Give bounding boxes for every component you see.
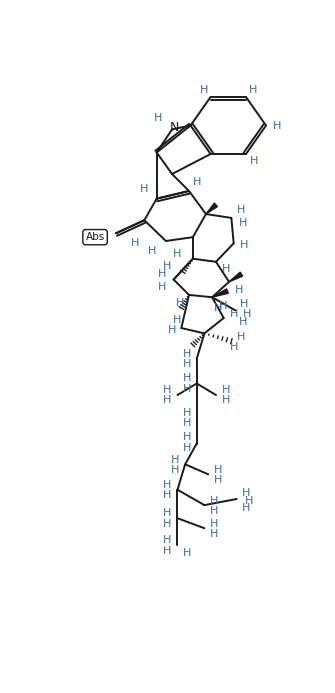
Text: H: H bbox=[242, 488, 250, 498]
Text: H: H bbox=[222, 396, 230, 405]
Text: H: H bbox=[242, 503, 250, 514]
Text: H: H bbox=[214, 465, 222, 475]
Text: H: H bbox=[158, 282, 166, 292]
Text: H: H bbox=[222, 265, 230, 274]
Text: H: H bbox=[222, 385, 230, 394]
Text: H: H bbox=[209, 505, 218, 516]
Text: H: H bbox=[148, 246, 156, 256]
Text: H: H bbox=[229, 342, 238, 351]
Text: H: H bbox=[209, 518, 218, 529]
Text: H: H bbox=[163, 385, 172, 394]
Text: H: H bbox=[219, 301, 227, 311]
Text: H: H bbox=[163, 518, 172, 529]
Text: H: H bbox=[183, 419, 192, 428]
Text: H: H bbox=[163, 545, 172, 556]
Text: H: H bbox=[140, 184, 148, 193]
Text: H: H bbox=[183, 432, 192, 442]
Text: H: H bbox=[193, 177, 201, 186]
Text: H: H bbox=[131, 238, 139, 248]
Text: H: H bbox=[183, 349, 192, 359]
Text: Abs: Abs bbox=[85, 232, 105, 242]
Text: H: H bbox=[240, 299, 249, 309]
Text: H: H bbox=[183, 384, 192, 394]
Text: H: H bbox=[249, 85, 257, 95]
Text: H: H bbox=[235, 285, 243, 295]
Text: H: H bbox=[239, 218, 247, 228]
Text: H: H bbox=[183, 548, 192, 558]
Polygon shape bbox=[206, 203, 217, 214]
Text: H: H bbox=[183, 359, 192, 369]
Text: H: H bbox=[243, 309, 251, 319]
Text: H: H bbox=[214, 475, 222, 484]
Text: H: H bbox=[209, 529, 218, 538]
Text: H: H bbox=[168, 324, 176, 335]
Text: H: H bbox=[183, 407, 192, 418]
Text: H: H bbox=[240, 240, 249, 250]
Text: H: H bbox=[163, 490, 172, 500]
Text: H: H bbox=[171, 455, 179, 466]
Text: H: H bbox=[273, 121, 281, 130]
Text: H: H bbox=[163, 535, 172, 545]
Text: H: H bbox=[229, 309, 238, 319]
Text: H: H bbox=[245, 496, 253, 507]
Text: H: H bbox=[176, 297, 184, 308]
Text: H: H bbox=[163, 480, 172, 490]
Text: H: H bbox=[183, 443, 192, 453]
Text: H: H bbox=[173, 249, 182, 259]
Text: H: H bbox=[237, 332, 246, 342]
Text: H: H bbox=[209, 495, 218, 505]
Polygon shape bbox=[229, 272, 243, 282]
Text: H: H bbox=[237, 205, 246, 216]
Text: H: H bbox=[163, 508, 172, 518]
Text: H: H bbox=[171, 466, 179, 475]
Polygon shape bbox=[212, 289, 228, 297]
Text: H: H bbox=[200, 85, 209, 95]
Text: H: H bbox=[154, 113, 162, 123]
Text: H: H bbox=[163, 396, 172, 405]
Text: H: H bbox=[173, 315, 182, 325]
Text: H: H bbox=[158, 269, 166, 279]
Text: H: H bbox=[214, 303, 222, 313]
Text: H: H bbox=[183, 373, 192, 383]
Text: N: N bbox=[170, 121, 179, 134]
Text: H: H bbox=[239, 317, 247, 327]
Text: H: H bbox=[250, 156, 258, 166]
Text: H: H bbox=[163, 261, 172, 272]
